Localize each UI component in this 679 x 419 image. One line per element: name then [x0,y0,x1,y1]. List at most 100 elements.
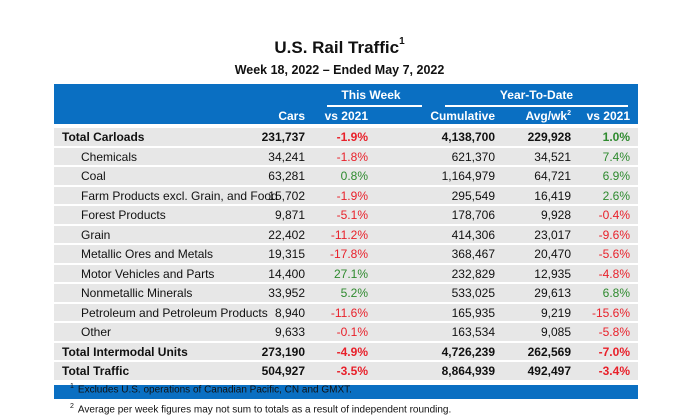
cell-cars: 33,952 [268,286,305,300]
row-label: Nonmetallic Minerals [81,286,193,300]
group-ytd: Year-To-Date [499,88,574,102]
col-vs2021-week: vs 2021 [324,109,368,123]
row-label: Other [81,325,112,339]
cell-avgwk: 16,419 [534,188,571,203]
cell-vs2021-week: 0.8% [340,169,368,183]
table-row: Nonmetallic Minerals 33,952 5.2% 533,025 29,… [54,284,638,302]
cell-vs2021-week: 27.1% [333,266,368,281]
table-row: Total Intermodal Units 273,190 -4.9% 4,726,… [54,342,638,360]
cell-cumulative: 165,935 [451,305,495,320]
cell-cars: 273,190 [261,344,305,359]
cell-avgwk: 229,928 [527,130,571,144]
cell-avgwk: 20,470 [534,247,571,261]
row-label: Petroleum and Petroleum Products [81,305,268,320]
col-avgwk: Avg/wk2 [526,109,571,123]
cell-vs2021-week: -17.8% [329,247,368,261]
table-row: Motor Vehicles and Parts 14,400 27.1% 232,8… [54,264,638,282]
group-underline [327,105,422,107]
cell-cars: 22,402 [268,227,305,242]
cell-avgwk: 492,497 [527,364,571,378]
table-row: Metallic Ores and Metals 19,315 -17.8% 368,… [54,245,638,263]
cell-avgwk: 23,017 [534,227,571,242]
table-header: This Week Year-To-Date Cars vs 2021 Cumu… [54,84,638,124]
cell-cars: 9,633 [274,325,305,339]
cell-cumulative: 4,138,700 [441,130,495,144]
table-row: Forest Products 9,871 -5.1% 178,706 9,928 -0.… [54,206,638,224]
row-label: Metallic Ores and Metals [81,247,214,261]
row-label: Grain [81,227,111,242]
cell-cumulative: 4,726,239 [441,344,495,359]
cell-avgwk: 9,085 [540,325,571,339]
cell-cumulative: 533,025 [451,286,495,300]
cell-cars: 15,702 [268,188,305,203]
table-row: Total Carloads 231,737 -1.9% 4,138,700 229,9… [54,128,638,146]
row-label: Forest Products [81,208,166,222]
footnote-mark: 2 [70,403,74,411]
table-row: Total Traffic 504,927 -3.5% 8,864,939 492,49… [54,362,638,380]
cell-cumulative: 232,829 [451,266,495,281]
cell-cumulative: 295,549 [451,188,495,203]
footnote-text: Excludes U.S. operations of Canadian Pac… [77,384,352,396]
cell-avgwk: 29,613 [534,286,571,300]
cell-cars: 63,281 [268,169,305,183]
cell-vs2021-week: -1.8% [336,149,368,164]
cell-avgwk: 9,219 [540,305,571,320]
footnote-mark: 1 [70,383,74,390]
cell-cars: 19,315 [268,247,305,261]
cell-vs2021-ytd: -4.8% [598,266,630,281]
cell-vs2021-week: -1.9% [336,188,368,203]
footnotes: 1 Excludes U.S. operations of Canadian Pa… [70,378,451,419]
table-footer-bar [54,384,638,399]
row-label: Total Intermodal Units [62,344,188,359]
cell-vs2021-week: -11.6% [330,305,368,320]
cell-vs2021-ytd: -7.0% [598,344,630,359]
cell-vs2021-week: 5.2% [340,286,368,300]
title-footnote-mark: 1 [399,36,405,48]
table-row: Chemicals 34,241 -1.8% 621,370 34,521 7.4% [54,147,638,165]
table-row: Coal 63,281 0.8% 1,164,979 64,721 6.9% [54,167,638,185]
cell-avgwk: 64,721 [534,169,571,183]
cell-vs2021-ytd: -9.6% [598,227,630,242]
row-label: Chemicals [81,149,138,164]
cell-vs2021-ytd: 6.8% [602,286,630,300]
cell-avgwk: 9,928 [540,208,571,222]
cell-cumulative: 621,370 [451,149,495,164]
cell-avgwk: 262,569 [527,344,571,359]
group-this-week: This Week [341,88,401,102]
cell-cars: 504,927 [261,364,305,378]
table-row: Farm Products excl. Grain, and Food 15,70… [54,186,638,204]
cell-cumulative: 8,864,939 [441,364,495,378]
cell-vs2021-ytd: -0.4% [598,208,630,222]
cell-vs2021-week: -0.1% [336,325,368,339]
cell-cars: 9,871 [274,208,305,222]
footnote-text: Average per week figures may not sum to … [77,404,452,416]
row-label: Total Traffic [62,364,130,378]
cell-vs2021-week: -5.1% [336,208,368,222]
cell-avgwk: 34,521 [534,149,571,164]
cell-cumulative: 178,706 [451,208,495,222]
avgwk-footnote-mark: 2 [567,110,571,117]
cell-vs2021-week: -11.2% [330,227,368,242]
cell-cars: 8,940 [274,305,305,320]
page-title: U.S. Rail Traffic1 [0,36,679,58]
group-underline [445,105,628,107]
cell-cumulative: 163,534 [451,325,495,339]
cell-cars: 34,241 [268,149,305,164]
col-avgwk-label: Avg/wk [525,109,568,123]
title-text: U.S. Rail Traffic [274,38,400,57]
row-label: Motor Vehicles and Parts [81,266,215,281]
cell-cumulative: 368,467 [451,247,495,261]
cell-cumulative: 414,306 [451,227,495,242]
row-label: Farm Products excl. Grain, and Food [81,188,278,203]
cell-vs2021-ytd: 7.4% [602,149,630,164]
col-cumulative: Cumulative [430,109,495,123]
col-cars: Cars [278,109,305,123]
table-body: Total Carloads 231,737 -1.9% 4,138,700 229,9… [54,128,638,380]
cell-vs2021-ytd: 1.0% [602,130,630,144]
footnote: 2 Average per week figures may not sum to… [70,398,451,418]
cell-cars: 231,737 [261,130,305,144]
row-label: Coal [81,169,106,183]
cell-vs2021-ytd: 6.9% [602,169,630,183]
cell-vs2021-week: -3.5% [336,364,368,378]
cell-vs2021-ytd: -5.8% [598,325,630,339]
